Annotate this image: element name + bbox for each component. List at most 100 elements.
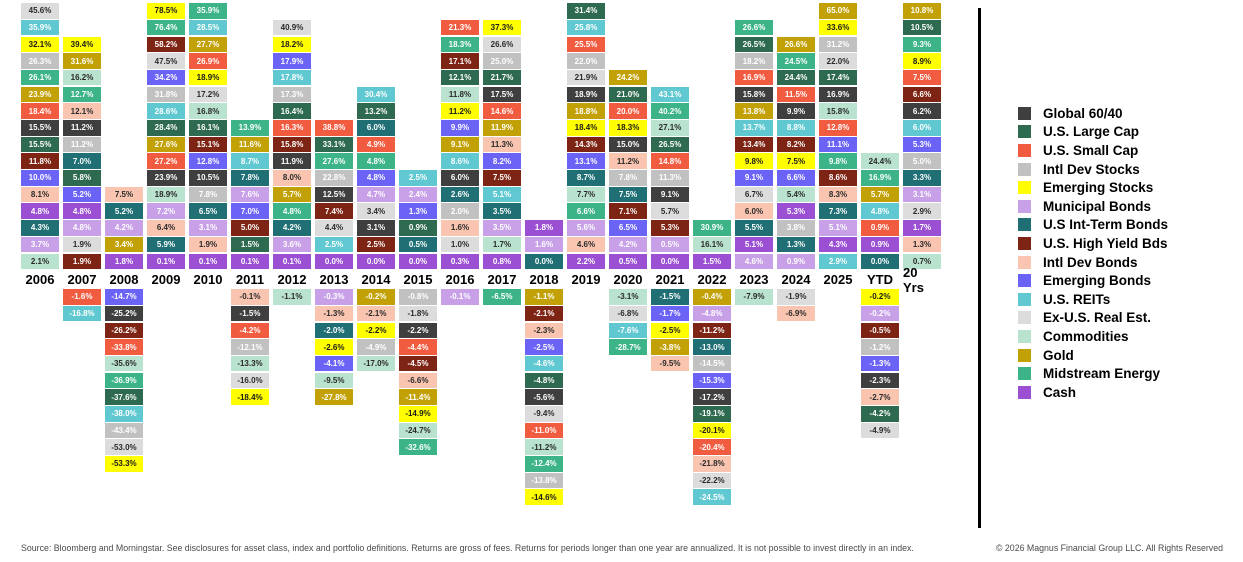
return-cell-intldev: 26.3% [21,53,59,69]
positive-returns-stack: 10.8% 10.5% 9.3% 8.9% 7.5% 6.6% 6.2% 6.0% 5.3% 5.… [903,0,941,269]
return-cell-gold: 5.7% [273,186,311,203]
return-cell-intldev: 11.3% [651,170,689,186]
year-label: 2018 [529,272,559,287]
legend-swatch-comm [1018,329,1031,343]
return-cell-embond: 9.9% [441,120,479,136]
return-cell-intldev: -4.9% [357,339,395,355]
return-cell-gold: 11.9% [483,120,521,136]
return-cell-exusre: -6.8% [609,305,647,322]
return-cell-uslc: 26.5% [651,136,689,153]
return-cell-g6040: -17.2% [693,389,731,405]
return-cell-usint: 7.5% [609,186,647,203]
return-cell-g6040: 11.2% [63,120,101,136]
return-cell-hy: 5.0% [231,220,269,236]
return-cell-intlbond: -9.5% [651,355,689,372]
return-cell-uslc: -37.6% [105,389,143,405]
return-cell-exusre: 4.4% [315,220,353,236]
legend-label-em: Emerging Stocks [1043,180,1154,196]
return-cell-mid: 6.6% [567,203,605,219]
return-cell-hy: -0.5% [861,322,899,339]
return-cell-comm: -7.9% [735,289,773,305]
return-cell-usint: 5.9% [147,236,185,253]
return-cell-intlbond: -0.1% [231,289,269,305]
return-cell-muni: -0.2% [861,305,899,322]
return-cell-gold: 3.4% [105,236,143,253]
return-cell-exusre: -9.4% [525,406,563,422]
return-cell-uslc: 33.1% [315,136,353,153]
return-cell-usint: 5.5% [735,220,773,236]
return-cell-comm: -11.2% [525,439,563,455]
negative-returns-stack: -1.1% [273,288,311,305]
return-cell-comm: 5.4% [777,186,815,203]
negative-returns-stack: -0.2% -2.1% -2.2% -4.9% -17.0% [357,288,395,372]
year-label: 2008 [109,272,139,287]
legend-divider-line [978,8,981,528]
return-cell-intlbond: -6.6% [399,372,437,389]
return-cell-intlbond: 12.1% [63,103,101,119]
return-cell-cash: 1.7% [903,220,941,236]
return-cell-gold: -1.1% [525,289,563,305]
return-cell-mid: -32.6% [399,439,437,455]
negative-returns-stack: -14.7% -25.2% -26.2% -33.8% -35.6% -36.9% -37.… [105,288,143,472]
negative-returns-stack: -6.5% [483,288,521,305]
return-cell-usint: 4.2% [273,220,311,236]
return-cell-hy: 13.4% [735,136,773,153]
return-cell-comm: 27.1% [651,120,689,136]
return-cell-comm: 11.8% [441,86,479,103]
positive-returns-stack: 30.4% 13.2% 6.0% 4.9% 4.8% 4.8% 4.7% 3.4% 3.1% 2.… [357,0,395,269]
return-cell-g6040: 11.9% [273,153,311,169]
return-cell-em: 18.9% [189,69,227,86]
return-cell-cash: 0.0% [357,253,395,269]
return-cell-gold: 23.9% [21,86,59,103]
return-cell-ussc: 14.6% [483,103,521,119]
return-cell-comm: -24.7% [399,422,437,439]
return-cell-em: -2.5% [651,322,689,339]
return-cell-g6040: 6.0% [441,170,479,186]
return-cell-g6040: 9.9% [777,103,815,119]
return-cell-muni: 2.4% [399,186,437,203]
return-cell-reit: 28.5% [189,19,227,36]
return-cell-intldev: 31.2% [819,36,857,53]
return-cell-usint: -2.0% [315,322,353,339]
return-cell-ussc: 38.8% [315,120,353,136]
return-cell-cash: 5.1% [735,236,773,253]
return-cell-comm: 16.2% [63,69,101,86]
year-label: 2016 [445,272,475,287]
return-cell-intldev: -12.1% [231,339,269,355]
return-cell-reit: 8.8% [777,120,815,136]
year-column-2022: 30.9% 16.1% 1.5% 2022 -0.4% -4.8% -11.2% -13.0%… [693,0,731,505]
return-cell-intlbond: -2.7% [861,389,899,405]
return-cell-intlbond: -2.1% [357,305,395,322]
return-cell-muni: 3.6% [273,236,311,253]
year-label: 2021 [655,272,685,287]
return-cell-exusre: 22.0% [819,53,857,69]
return-cell-reit: 6.0% [903,120,941,136]
return-cell-hy: 14.3% [567,136,605,153]
year-column-YTD: 24.4% 16.9% 5.7% 4.8% 0.9% 0.9% 0.0% YTD -0.2% -0… [861,0,899,505]
source-disclosure-text: Source: Bloomberg and Morningstar. See d… [21,543,914,553]
return-cell-ussc: 0.9% [861,220,899,236]
return-cell-comm: 24.4% [861,153,899,169]
return-cell-cash: 1.8% [525,220,563,236]
year-column-2011: 13.9% 11.6% 8.7% 7.8% 7.6% 7.0% 5.0% 1.5% 0.1% 20… [231,0,269,505]
return-cell-g6040: 18.9% [567,86,605,103]
legend-swatch-exusre [1018,311,1031,325]
positive-returns-stack: 26.6% 26.5% 18.2% 16.9% 15.8% 13.8% 13.7% 13.4%… [735,0,773,269]
return-cell-comm: -1.1% [273,289,311,305]
positive-returns-stack: 38.8% 33.1% 27.6% 22.8% 12.5% 7.4% 4.4% 2.5% 0.0… [315,0,353,269]
return-cell-g6040: 9.1% [651,186,689,203]
return-cell-muni: -0.1% [441,289,479,305]
return-cell-muni: 5.1% [819,220,857,236]
positive-returns-stack: 37.3% 26.6% 25.0% 21.7% 17.5% 14.6% 11.9% 11.3%… [483,0,521,269]
positive-returns-stack: 65.0% 33.6% 31.2% 22.0% 17.4% 16.9% 15.8% 12.8%… [819,0,857,269]
return-cell-exusre: 3.4% [357,203,395,219]
return-cell-ussc: 16.9% [735,69,773,86]
legend-label-muni: Municipal Bonds [1043,198,1151,214]
return-cell-intldev: 18.2% [735,53,773,69]
return-cell-em: 8.9% [903,53,941,69]
return-cell-ussc: -4.2% [231,322,269,339]
return-cell-reit: 13.7% [735,120,773,136]
return-cell-hy: -11.2% [693,322,731,339]
return-cell-reit: 30.4% [357,86,395,103]
negative-returns-stack: -0.1% [441,288,479,305]
